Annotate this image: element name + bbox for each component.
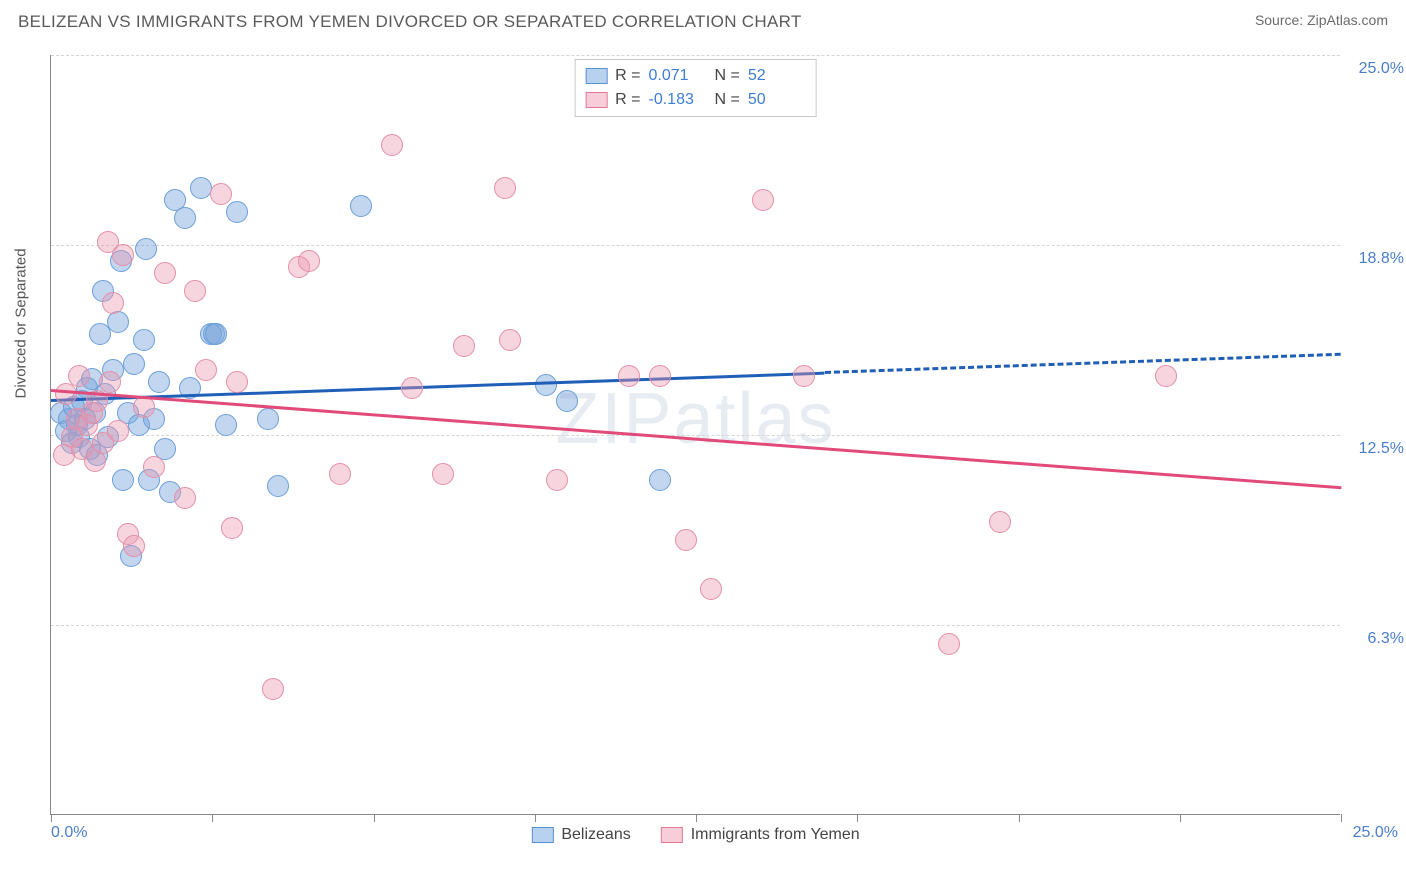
scatter-point <box>143 456 165 478</box>
scatter-point <box>174 487 196 509</box>
scatter-point <box>432 463 454 485</box>
scatter-point <box>112 469 134 491</box>
x-axis-tick <box>535 814 536 822</box>
x-axis-tick <box>1341 814 1342 822</box>
scatter-point <box>329 463 351 485</box>
stat-n-value: 50 <box>748 88 806 112</box>
scatter-point <box>112 244 134 266</box>
legend-item: Immigrants from Yemen <box>661 826 860 844</box>
legend-label: Immigrants from Yemen <box>691 826 860 844</box>
legend-stats-row: R = 0.071 N = 52 <box>585 64 806 88</box>
legend-swatch <box>531 827 553 843</box>
legend-bottom: Belizeans Immigrants from Yemen <box>531 826 859 844</box>
scatter-chart: Divorced or Separated ZIPatlas 0.0% 25.0… <box>50 55 1340 815</box>
source-label: Source: ZipAtlas.com <box>1255 12 1388 28</box>
stat-r-label: R = <box>615 88 640 112</box>
y-axis-tick-label: 25.0% <box>1359 60 1404 78</box>
legend-swatch <box>661 827 683 843</box>
scatter-point <box>618 365 640 387</box>
scatter-point <box>267 475 289 497</box>
scatter-point <box>499 329 521 351</box>
x-axis-tick <box>857 814 858 822</box>
scatter-point <box>556 390 578 412</box>
scatter-point <box>174 207 196 229</box>
scatter-point <box>793 365 815 387</box>
legend-item: Belizeans <box>531 826 630 844</box>
x-axis-tick <box>1019 814 1020 822</box>
legend-swatch <box>585 68 607 84</box>
scatter-point <box>215 414 237 436</box>
scatter-point <box>107 420 129 442</box>
stat-r-label: R = <box>615 64 640 88</box>
scatter-point <box>535 374 557 396</box>
scatter-point <box>381 134 403 156</box>
scatter-point <box>195 359 217 381</box>
stat-n-value: 52 <box>748 64 806 88</box>
scatter-point <box>1155 365 1177 387</box>
legend-swatch <box>585 92 607 108</box>
scatter-point <box>350 195 372 217</box>
stat-n-label: N = <box>715 64 740 88</box>
scatter-point <box>135 238 157 260</box>
grid-line <box>51 625 1340 626</box>
scatter-point <box>221 517 243 539</box>
scatter-point <box>205 323 227 345</box>
x-axis-tick <box>696 814 697 822</box>
scatter-point <box>262 678 284 700</box>
x-axis-tick <box>212 814 213 822</box>
scatter-point <box>298 250 320 272</box>
stat-r-value: 0.071 <box>649 64 707 88</box>
scatter-point <box>700 578 722 600</box>
y-axis-title: Divorced or Separated <box>13 248 30 398</box>
scatter-point <box>675 529 697 551</box>
scatter-point <box>226 201 248 223</box>
scatter-point <box>938 633 960 655</box>
scatter-point <box>99 371 121 393</box>
legend-label: Belizeans <box>561 826 630 844</box>
scatter-point <box>401 377 423 399</box>
scatter-point <box>154 262 176 284</box>
x-axis-max-label: 25.0% <box>1353 824 1398 842</box>
scatter-point <box>123 353 145 375</box>
scatter-point <box>68 365 90 387</box>
scatter-point <box>123 535 145 557</box>
stat-r-value: -0.183 <box>649 88 707 112</box>
regression-line <box>825 353 1341 374</box>
scatter-point <box>257 408 279 430</box>
stat-n-label: N = <box>715 88 740 112</box>
scatter-point <box>55 383 77 405</box>
y-axis-tick-label: 12.5% <box>1359 440 1404 458</box>
x-axis-min-label: 0.0% <box>51 824 87 842</box>
scatter-point <box>453 335 475 357</box>
scatter-point <box>649 365 671 387</box>
grid-line <box>51 435 1340 436</box>
x-axis-tick <box>1180 814 1181 822</box>
scatter-point <box>133 329 155 351</box>
scatter-point <box>752 189 774 211</box>
grid-line <box>51 245 1340 246</box>
scatter-point <box>989 511 1011 533</box>
scatter-point <box>546 469 568 491</box>
scatter-point <box>226 371 248 393</box>
scatter-point <box>210 183 232 205</box>
scatter-point <box>649 469 671 491</box>
regression-line <box>51 389 1341 489</box>
scatter-point <box>184 280 206 302</box>
legend-stats-box: R = 0.071 N = 52 R = -0.183 N = 50 <box>574 59 817 117</box>
page-title: BELIZEAN VS IMMIGRANTS FROM YEMEN DIVORC… <box>18 12 802 32</box>
scatter-point <box>148 371 170 393</box>
scatter-point <box>102 292 124 314</box>
scatter-point <box>190 177 212 199</box>
x-axis-tick <box>374 814 375 822</box>
legend-stats-row: R = -0.183 N = 50 <box>585 88 806 112</box>
y-axis-tick-label: 18.8% <box>1359 250 1404 268</box>
scatter-point <box>494 177 516 199</box>
y-axis-tick-label: 6.3% <box>1368 630 1404 648</box>
grid-line <box>51 55 1340 56</box>
x-axis-tick <box>51 814 52 822</box>
